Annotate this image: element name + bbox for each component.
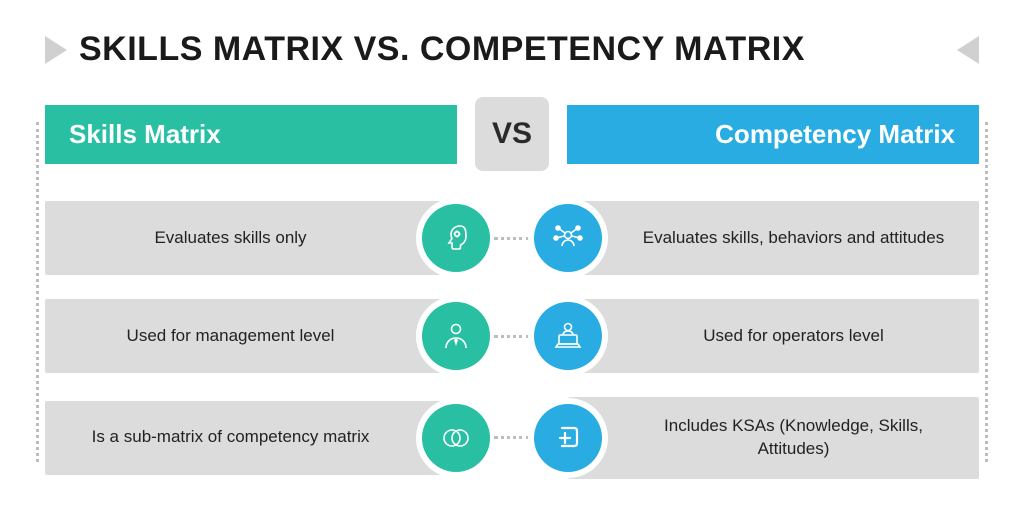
comparison-row: Evaluates skills only [45,201,979,275]
right-card: Evaluates skills, behaviors and attitude… [568,201,979,275]
dot-connector [494,237,530,240]
comparison-rows: Evaluates skills only [45,201,979,479]
right-column-header: Competency Matrix [567,105,979,164]
icon-pair [422,404,602,472]
laptop-user-icon [534,302,602,370]
plus-square-icon [534,404,602,472]
left-card: Evaluates skills only [45,201,456,275]
vs-badge: VS [475,97,549,171]
manager-tie-icon [422,302,490,370]
right-card: Used for operators level [568,299,979,373]
left-column-header: Skills Matrix [45,105,457,164]
infographic-container: SKILLS MATRIX VS. COMPETENCY MATRIX Skil… [0,0,1024,499]
title-row: SKILLS MATRIX VS. COMPETENCY MATRIX [45,30,979,69]
title-arrow-right [957,36,979,64]
page-title: SKILLS MATRIX VS. COMPETENCY MATRIX [79,30,945,69]
icon-pair [422,302,602,370]
right-dotted-rail [985,122,988,462]
venn-icon [422,404,490,472]
dot-connector [494,436,530,439]
left-dotted-rail [36,122,39,462]
icon-pair [422,204,602,272]
left-card: Used for management level [45,299,456,373]
dot-connector [494,335,530,338]
left-card: Is a sub-matrix of competency matrix [45,401,456,475]
head-gears-icon [422,204,490,272]
comparison-row: Used for management level [45,299,979,373]
column-headers: Skills Matrix VS Competency Matrix [45,97,979,171]
comparison-row: Is a sub-matrix of competency matrix In [45,397,979,479]
title-arrow-left [45,36,67,64]
right-card: Includes KSAs (Knowledge, Skills, Attitu… [568,397,979,479]
person-network-icon [534,204,602,272]
